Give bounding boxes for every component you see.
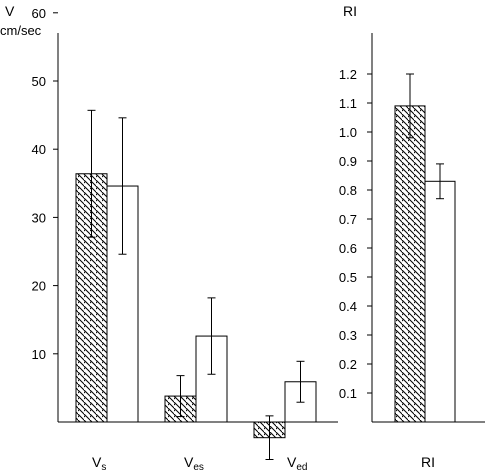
left-y-tick-label: 10: [32, 347, 46, 362]
right-y-tick-label: 1.1: [339, 96, 357, 111]
right-y-tick-label: 0.3: [339, 328, 357, 343]
bar-hatched-ri: [394, 105, 426, 423]
category-main-ves: V: [184, 454, 194, 470]
right-y-tick-label: 0.7: [339, 212, 357, 227]
category-label-vs: Vs: [92, 455, 106, 473]
right-y-tick-label: 0.1: [339, 386, 357, 401]
category-main-ved: V: [287, 454, 297, 470]
left-y-tick-label: 60: [32, 6, 46, 21]
category-label-ri: RI: [421, 454, 435, 470]
right-y-tick-label: 0.8: [339, 183, 357, 198]
right-y-tick-label: 0.9: [339, 154, 357, 169]
left-y-tick-label: 40: [32, 142, 46, 157]
right-y-tick-label: 0.6: [339, 241, 357, 256]
category-sub-ves: es: [193, 462, 204, 473]
left-y-tick-label: 30: [32, 210, 46, 225]
category-sub-vs: s: [101, 462, 107, 473]
category-main-vs: V: [92, 454, 102, 470]
left-y-tick-label: 20: [32, 279, 46, 294]
category-label-ved: Ved: [287, 455, 307, 473]
right-y-axis-label: RI: [343, 3, 357, 19]
category-label-ves: Ves: [184, 455, 204, 473]
right-y-tick-label: 1.0: [339, 125, 357, 140]
left-chart-panel: 10 20 30 40 50 60: [32, 6, 338, 461]
left-y-axis-unit: cm/sec: [0, 23, 42, 38]
right-y-tick-label: 0.5: [339, 270, 357, 285]
right-y-tick-label: 0.4: [339, 299, 357, 314]
left-y-tick-label: 50: [32, 74, 46, 89]
left-y-axis-label: V: [5, 3, 15, 19]
right-y-tick-label: 0.2: [339, 357, 357, 372]
right-y-tick-label: 1.2: [339, 67, 357, 82]
category-sub-ved: ed: [296, 462, 308, 473]
bar-open-ri: [424, 180, 456, 423]
right-chart-panel: 0.1 0.2 0.3 0.4 0.5 0.6 0.7 0.8 0.9 1.0 1.1 1.2: [339, 33, 485, 423]
